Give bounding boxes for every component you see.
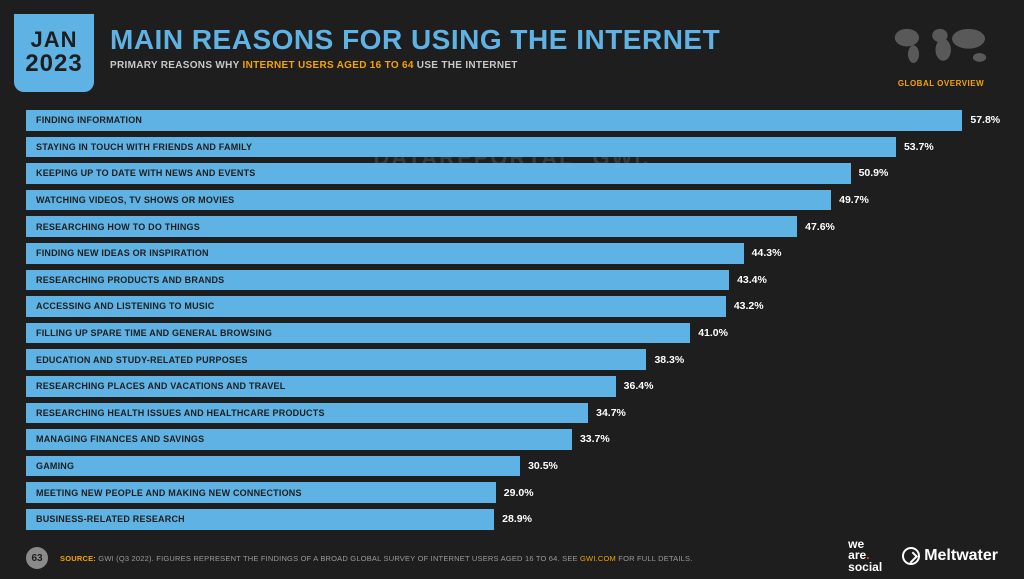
bar-label: FINDING NEW IDEAS OR INSPIRATION [36, 248, 209, 258]
bar-value: 50.9% [851, 161, 889, 186]
bar-row: ACCESSING AND LISTENING TO MUSIC 43.2% [26, 294, 998, 319]
bar: GAMING [26, 456, 520, 477]
bar-label: KEEPING UP TO DATE WITH NEWS AND EVENTS [36, 168, 256, 178]
bar: RESEARCHING HOW TO DO THINGS [26, 216, 797, 237]
bar: FINDING NEW IDEAS OR INSPIRATION [26, 243, 744, 264]
footer-logos: we are. social Meltwater [848, 539, 998, 573]
bar: KEEPING UP TO DATE WITH NEWS AND EVENTS [26, 163, 851, 184]
bar-row: FINDING INFORMATION 57.8% [26, 108, 998, 133]
bar: ACCESSING AND LISTENING TO MUSIC [26, 296, 726, 317]
bar-value: 36.4% [616, 374, 654, 399]
bar-label: RESEARCHING PLACES AND VACATIONS AND TRA… [36, 381, 285, 391]
meltwater-text: Meltwater [924, 547, 998, 565]
bar-value: 38.3% [646, 347, 684, 372]
bar-value: 43.2% [726, 294, 764, 319]
page-title: MAIN REASONS FOR USING THE INTERNET [110, 24, 720, 56]
bar-label: MANAGING FINANCES AND SAVINGS [36, 434, 204, 444]
bar-value: 41.0% [690, 321, 728, 346]
header: MAIN REASONS FOR USING THE INTERNET PRIM… [110, 24, 720, 71]
bar-value: 29.0% [496, 480, 534, 505]
bar-value: 57.8% [962, 108, 1000, 133]
bar-label: WATCHING VIDEOS, TV SHOWS OR MOVIES [36, 195, 234, 205]
meltwater-icon [902, 547, 920, 565]
global-overview-label: GLOBAL OVERVIEW [886, 79, 996, 88]
bar-value: 33.7% [572, 427, 610, 452]
page-subtitle: PRIMARY REASONS WHY INTERNET USERS AGED … [110, 60, 720, 71]
bar: MEETING NEW PEOPLE AND MAKING NEW CONNEC… [26, 482, 496, 503]
bar-label: FILLING UP SPARE TIME AND GENERAL BROWSI… [36, 328, 272, 338]
bar-value: 34.7% [588, 401, 626, 426]
source-text-post: FOR FULL DETAILS. [616, 554, 693, 563]
source-label: SOURCE: [60, 554, 96, 563]
bar: RESEARCHING PLACES AND VACATIONS AND TRA… [26, 376, 616, 397]
bar-row: RESEARCHING PRODUCTS AND BRANDS 43.4% [26, 268, 998, 293]
date-badge: JAN 2023 [14, 14, 94, 92]
bar-value: 47.6% [797, 214, 835, 239]
source-text-pre: GWI (Q3 2022). FIGURES REPRESENT THE FIN… [96, 554, 580, 563]
bar-label: EDUCATION AND STUDY-RELATED PURPOSES [36, 355, 248, 365]
bar-value: 43.4% [729, 268, 767, 293]
bar-row: RESEARCHING PLACES AND VACATIONS AND TRA… [26, 374, 998, 399]
bar: WATCHING VIDEOS, TV SHOWS OR MOVIES [26, 190, 831, 211]
bar: EDUCATION AND STUDY-RELATED PURPOSES [26, 349, 646, 370]
source-link: GWI.COM [580, 554, 616, 563]
bar: MANAGING FINANCES AND SAVINGS [26, 429, 572, 450]
bar: STAYING IN TOUCH WITH FRIENDS AND FAMILY [26, 137, 896, 158]
bar-row: FILLING UP SPARE TIME AND GENERAL BROWSI… [26, 321, 998, 346]
bar: RESEARCHING HEALTH ISSUES AND HEALTHCARE… [26, 403, 588, 424]
bar-value: 53.7% [896, 135, 934, 160]
bar-chart: FINDING INFORMATION57.8%STAYING IN TOUCH… [26, 108, 998, 533]
bar-label: RESEARCHING HEALTH ISSUES AND HEALTHCARE… [36, 408, 325, 418]
bar-row: RESEARCHING HOW TO DO THINGS 47.6% [26, 214, 998, 239]
wearesocial-l3: social [848, 560, 882, 574]
bar-row: MEETING NEW PEOPLE AND MAKING NEW CONNEC… [26, 480, 998, 505]
page-number: 63 [26, 547, 48, 569]
bar-row: GAMING 30.5% [26, 454, 998, 479]
wearesocial-logo: we are. social [848, 539, 882, 573]
subtitle-highlight: INTERNET USERS AGED 16 TO 64 [243, 60, 414, 71]
subtitle-pre: PRIMARY REASONS WHY [110, 60, 243, 71]
footer: 63 SOURCE: GWI (Q3 2022). FIGURES REPRES… [26, 547, 998, 569]
bar-row: STAYING IN TOUCH WITH FRIENDS AND FAMILY… [26, 135, 998, 160]
bar-value: 28.9% [494, 507, 532, 532]
bar-row: KEEPING UP TO DATE WITH NEWS AND EVENTS 5… [26, 161, 998, 186]
bar-row: WATCHING VIDEOS, TV SHOWS OR MOVIES 49.7% [26, 188, 998, 213]
subtitle-post: USE THE INTERNET [414, 60, 518, 71]
source-line: SOURCE: GWI (Q3 2022). FIGURES REPRESENT… [60, 554, 693, 563]
bar-label: RESEARCHING HOW TO DO THINGS [36, 222, 200, 232]
bar: FILLING UP SPARE TIME AND GENERAL BROWSI… [26, 323, 690, 344]
bar: RESEARCHING PRODUCTS AND BRANDS [26, 270, 729, 291]
bar-row: EDUCATION AND STUDY-RELATED PURPOSES 38.3… [26, 347, 998, 372]
bar-label: ACCESSING AND LISTENING TO MUSIC [36, 301, 214, 311]
date-year: 2023 [25, 51, 82, 77]
bar-row: RESEARCHING HEALTH ISSUES AND HEALTHCARE… [26, 401, 998, 426]
world-map-box: GLOBAL OVERVIEW [886, 22, 996, 88]
bar-row: BUSINESS-RELATED RESEARCH 28.9% [26, 507, 998, 532]
bar-value: 49.7% [831, 188, 869, 213]
meltwater-logo: Meltwater [902, 547, 998, 565]
bar-label: STAYING IN TOUCH WITH FRIENDS AND FAMILY [36, 142, 252, 152]
bar-label: MEETING NEW PEOPLE AND MAKING NEW CONNEC… [36, 488, 302, 498]
bar: BUSINESS-RELATED RESEARCH [26, 509, 494, 530]
bar-label: GAMING [36, 461, 74, 471]
bar-label: RESEARCHING PRODUCTS AND BRANDS [36, 275, 224, 285]
bar-label: FINDING INFORMATION [36, 115, 142, 125]
bar-row: MANAGING FINANCES AND SAVINGS 33.7% [26, 427, 998, 452]
bar-value: 44.3% [744, 241, 782, 266]
bar-row: FINDING NEW IDEAS OR INSPIRATION 44.3% [26, 241, 998, 266]
date-month: JAN [30, 29, 77, 51]
bar-label: BUSINESS-RELATED RESEARCH [36, 514, 185, 524]
bar: FINDING INFORMATION [26, 110, 962, 131]
world-map-icon [886, 22, 996, 72]
bar-value: 30.5% [520, 454, 558, 479]
